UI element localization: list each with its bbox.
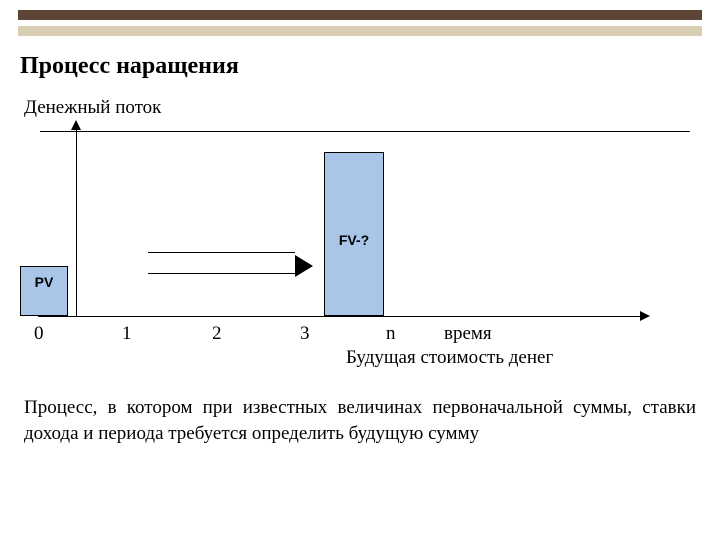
tick-0: 0	[34, 323, 44, 345]
bar-fv-label: FV-?	[324, 232, 384, 248]
bar-pv-label: PV	[14, 274, 74, 290]
decor-stripe-light	[18, 26, 702, 36]
tick-1: 1	[122, 323, 132, 345]
tick-2: 2	[212, 323, 222, 345]
y-axis	[76, 128, 77, 316]
slide-title: Процесс наращения	[20, 53, 239, 80]
diagram-top-line	[40, 131, 690, 132]
diagram-caption: Будущая стоимость денег	[346, 347, 553, 369]
flow-arrow-head	[295, 255, 313, 277]
flow-arrow-line-bottom	[148, 273, 295, 274]
description-paragraph: Процесс, в котором при известных величин…	[24, 395, 696, 446]
x-axis-arrowhead	[640, 311, 650, 321]
slide-frame: Процесс наращения Денежный поток PV FV-?…	[0, 0, 720, 540]
tick-n: n	[386, 323, 396, 345]
y-axis-arrowhead	[71, 120, 81, 130]
decor-stripe-dark	[18, 10, 702, 20]
compounding-diagram: PV FV-? 0 1 2 3 n время Будущая стоимост…	[20, 126, 700, 361]
x-axis	[38, 316, 640, 317]
tick-3: 3	[300, 323, 310, 345]
slide-subtitle: Денежный поток	[24, 97, 161, 119]
flow-arrow-line-top	[148, 252, 295, 253]
x-axis-label: время	[444, 323, 492, 345]
